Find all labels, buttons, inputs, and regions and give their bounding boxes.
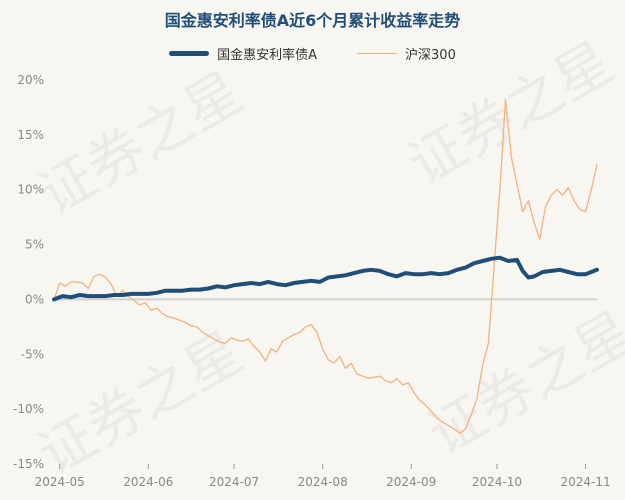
x-tick-label: 2024-07	[209, 475, 259, 489]
y-tick-label: 20%	[17, 73, 44, 87]
y-tick-label: -10%	[13, 402, 44, 416]
x-tick-label: 2024-06	[123, 475, 173, 489]
series-lines	[52, 99, 599, 434]
x-tick-label: 2024-11	[560, 475, 610, 489]
y-tick-label: 0%	[25, 292, 44, 306]
y-tick-label: 15%	[17, 128, 44, 142]
y-axis-ticks: 20% 15% 10% 5% 0% -5% -10% -15%	[13, 73, 44, 471]
legend-swatch-index	[357, 52, 398, 55]
x-tick-label: 2024-05	[35, 475, 85, 489]
x-axis-ticks: 2024-05 2024-06 2024-07 2024-08 2024-09 2024-…	[35, 464, 611, 489]
x-tick-label: 2024-10	[472, 475, 522, 489]
y-tick-label: -15%	[13, 457, 44, 471]
legend-label-fund: 国金惠安利率债A	[217, 48, 318, 63]
chart-legend: 国金惠安利率债A 沪深300	[0, 44, 625, 63]
watermark-text: 证券之星	[418, 300, 625, 468]
x-tick-label: 2024-08	[298, 475, 348, 489]
x-tick-label: 2024-09	[386, 475, 436, 489]
watermark-text: 证券之星	[398, 30, 624, 198]
watermark-text: 证券之星	[28, 60, 254, 228]
legend-item-fund[interactable]: 国金惠安利率债A	[169, 44, 317, 63]
legend-swatch-fund	[169, 51, 210, 56]
y-tick-label: 5%	[25, 238, 44, 252]
chart-title: 国金惠安利率债A近6个月累计收益率走势	[164, 11, 461, 30]
legend-item-index[interactable]: 沪深300	[357, 44, 456, 63]
series-line-fund	[52, 255, 599, 302]
watermark-text: 证券之星	[28, 320, 254, 488]
series-line-index	[53, 99, 598, 434]
y-tick-label: -5%	[21, 347, 44, 361]
watermark-layer: 证券之星证券之星证券之星证券之星	[28, 30, 625, 488]
y-tick-label: 10%	[17, 183, 44, 197]
legend-label-index: 沪深300	[405, 48, 456, 63]
